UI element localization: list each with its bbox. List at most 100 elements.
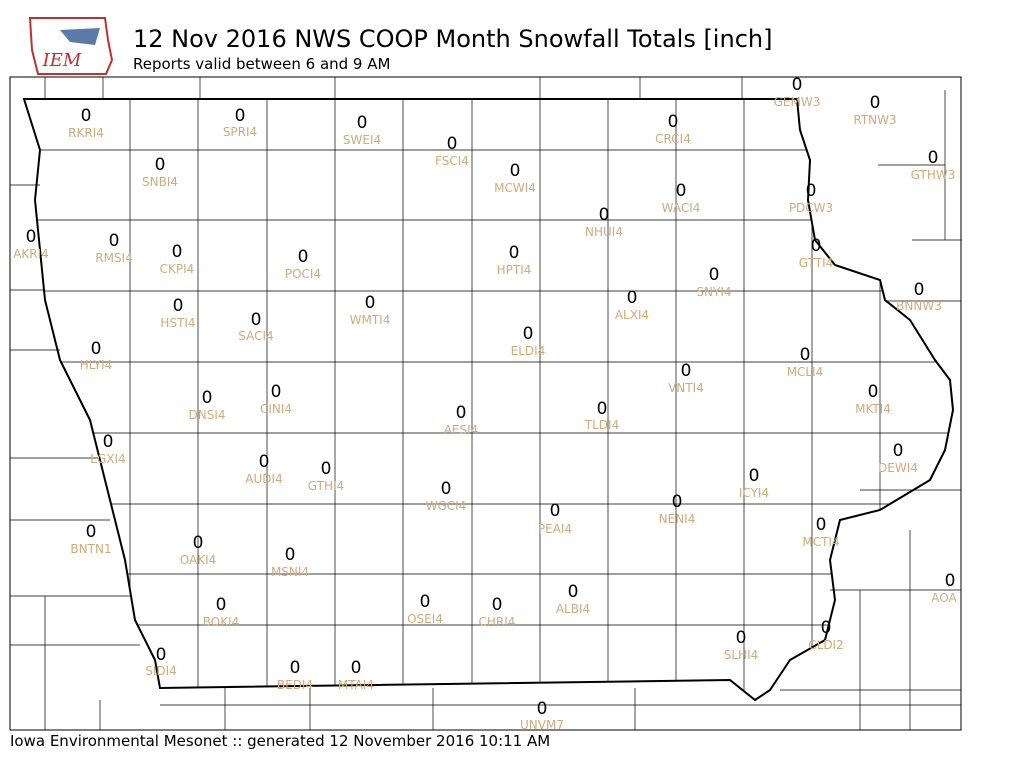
station-label: CKPI4: [160, 262, 195, 276]
station-value: 0: [271, 382, 282, 402]
station-value: 0: [945, 571, 956, 591]
station-value: 0: [928, 148, 939, 168]
station-label: BNNW3: [896, 299, 942, 313]
station-label: BEDI4: [277, 678, 313, 692]
map: RKRI40SPRI40SWEI40FSCI40MCWI40CRCI40GEMW…: [10, 75, 961, 732]
station-label: SPRI4: [223, 125, 257, 139]
station-value: 0: [172, 242, 183, 262]
subtitle: Reports valid between 6 and 9 AM: [133, 55, 390, 73]
station-label: BOKI4: [203, 615, 240, 629]
station-value: 0: [792, 75, 803, 95]
station-value: 0: [285, 545, 296, 565]
station-value: 0: [156, 645, 167, 665]
station-label: RMSI4: [95, 251, 132, 265]
station-label: UNVM7: [520, 718, 564, 732]
station-value: 0: [447, 134, 458, 154]
station-value: 0: [441, 479, 452, 499]
station-label: ELDI4: [511, 344, 546, 358]
station-value: 0: [627, 288, 638, 308]
station-value: 0: [800, 345, 811, 365]
station-label: GEMW3: [774, 95, 821, 109]
station-label: GTTI4: [799, 256, 834, 270]
station-label: RKRI4: [68, 126, 104, 140]
station-label: CLDI2: [808, 638, 843, 652]
station-label: SWEI4: [343, 133, 381, 147]
station-value: 0: [155, 155, 166, 175]
station-label: SACI4: [238, 329, 273, 343]
station-label: RTNW3: [853, 113, 896, 127]
logo-text: IEM: [42, 50, 82, 71]
station-value: 0: [914, 280, 925, 300]
station-value: 0: [870, 93, 881, 113]
station-value: 0: [81, 106, 92, 126]
station-label: DNSI4: [188, 408, 225, 422]
station-label: GTHW3: [911, 168, 956, 182]
station-value: 0: [26, 227, 37, 247]
station-value: 0: [456, 403, 467, 423]
station-value: 0: [290, 658, 301, 678]
station-value: 0: [357, 113, 368, 133]
station-value: 0: [86, 522, 97, 542]
station-label: MTAI4: [338, 678, 374, 692]
station-label: SLHI4: [724, 648, 759, 662]
station-value: 0: [672, 492, 683, 512]
station-value: 0: [523, 324, 534, 344]
station-label: WACI4: [662, 201, 701, 215]
station-value: 0: [235, 106, 246, 126]
station-label: PEAI4: [538, 522, 572, 536]
station-label: MSNI4: [271, 565, 309, 579]
station-label: ICYI4: [739, 486, 769, 500]
station-label: AUDI4: [245, 472, 282, 486]
station-label: WGCI4: [426, 499, 467, 513]
station-label: GTHI4: [308, 479, 344, 493]
station-value: 0: [173, 296, 184, 316]
station-label: NHUI4: [585, 225, 623, 239]
station-value: 0: [821, 618, 832, 638]
station-value: 0: [510, 161, 521, 181]
station-label: WMTI4: [350, 313, 391, 327]
station-value: 0: [893, 441, 904, 461]
station-label: CRCI4: [655, 132, 691, 146]
station-label: ALXI4: [615, 308, 649, 322]
station-value: 0: [509, 243, 520, 263]
station-value: 0: [568, 582, 579, 602]
station-value: 0: [736, 628, 747, 648]
station-label: OAKI4: [180, 553, 217, 567]
county-lines: [24, 99, 953, 700]
station-value: 0: [597, 399, 608, 419]
station-label: MCTI4: [802, 535, 839, 549]
station-label: MCLI4: [787, 365, 824, 379]
station-label: MKTI4: [855, 402, 891, 416]
station-value: 0: [749, 466, 760, 486]
station-label: POCI4: [285, 267, 321, 281]
station-value: 0: [420, 592, 431, 612]
station-value: 0: [321, 459, 332, 479]
station-value: 0: [868, 382, 879, 402]
station-value: 0: [537, 699, 548, 719]
station-label: MCWI4: [494, 181, 536, 195]
station-value: 0: [109, 231, 120, 251]
station-label: VNTI4: [668, 381, 704, 395]
station-label: HPTI4: [497, 263, 532, 277]
map-frame: [9, 76, 962, 731]
station-label: OSEI4: [407, 612, 443, 626]
station-value: 0: [811, 236, 822, 256]
station-value: 0: [202, 388, 213, 408]
station-label: AOA: [931, 591, 957, 605]
station-label: SNYI4: [696, 285, 731, 299]
station-label: AESI4: [444, 423, 479, 437]
station-value: 0: [550, 501, 561, 521]
station-label: CINI4: [260, 402, 292, 416]
station-label: TLDI4: [584, 418, 619, 432]
station-value: 0: [216, 595, 227, 615]
station-value: 0: [599, 205, 610, 225]
station-value: 0: [251, 310, 262, 330]
station-value: 0: [91, 339, 102, 359]
station-label: DEWI4: [878, 461, 918, 475]
logo: IEM: [28, 17, 114, 75]
station-value: 0: [668, 112, 679, 132]
station-value: 0: [676, 181, 687, 201]
station-value: 0: [103, 432, 114, 452]
